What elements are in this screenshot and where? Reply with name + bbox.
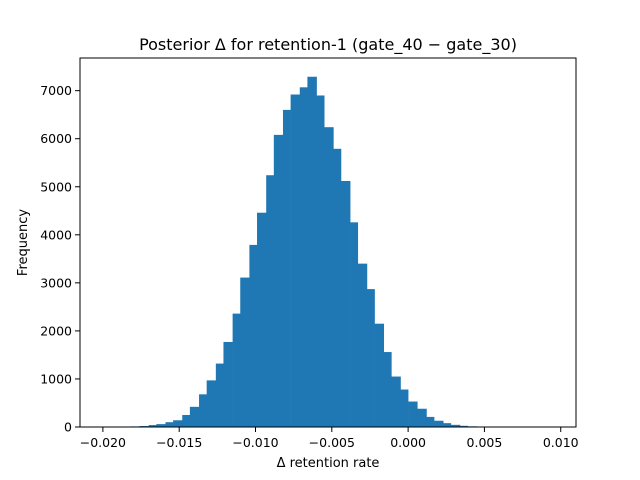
histogram-bar-20 [266,175,275,427]
histogram-bar-11 [189,406,200,427]
histogram-bar-12 [199,394,207,427]
y-tick-label: 6000 [40,131,72,146]
x-axis-label: Δ retention rate [277,456,380,471]
histogram-bar-9 [173,420,183,427]
histogram-bar-10 [182,414,191,427]
histogram-bar-43 [460,425,468,427]
histogram-bar-23 [290,94,301,428]
histogram-bar-15 [223,341,233,427]
x-tick-label: −0.015 [156,435,202,450]
histogram-bar-18 [249,244,258,427]
y-tick-label: 2000 [40,323,72,338]
x-tick-label: −0.020 [80,435,126,450]
histogram-bar-29 [340,181,351,427]
histogram-bar-33 [374,323,385,427]
histogram-bar-21 [273,134,284,428]
chart-title: Posterior Δ for retention-1 (gate_40 − g… [139,35,517,55]
histogram-bar-8 [165,422,174,427]
y-tick-label: 3000 [40,275,72,290]
axes-frame [79,57,577,428]
x-tick-label: −0.005 [309,435,355,450]
histogram-bar-25 [307,76,317,428]
y-tick-label: 0 [64,420,72,435]
histogram-bar-39 [426,416,435,427]
histogram-bar-13 [206,380,217,427]
x-tick-label: 0.010 [543,435,579,450]
histogram-bar-37 [408,401,418,427]
histogram-bar-27 [324,127,334,427]
histogram-bar-14 [215,363,224,427]
histogram-bar-32 [366,289,375,427]
histogram-bar-6 [148,425,157,427]
y-tick-label: 1000 [40,371,72,386]
histogram-bar-31 [357,263,368,427]
histogram-bar-26 [316,95,325,427]
histogram-bar-40 [434,420,444,427]
histogram-bars [96,76,511,428]
histogram-bar-16 [232,313,241,427]
histogram-bar-42 [450,424,461,427]
x-tick-label: −0.010 [232,435,278,450]
histogram-bar-7 [156,424,166,427]
histogram-bar-28 [333,148,342,427]
histogram-bar-19 [257,212,267,427]
histogram-bar-41 [443,423,452,427]
y-tick-label: 7000 [40,83,72,98]
histogram-bar-36 [400,389,409,427]
x-tick-label: 0.000 [390,435,426,450]
histogram-bar-24 [299,87,308,427]
histogram-bar-17 [240,277,250,427]
histogram-bar-34 [383,352,392,427]
y-axis-label: Frequency [16,209,31,276]
x-axis-ticks: −0.020 −0.015 −0.010 −0.005 0.000 0.005 0.010 [80,427,579,450]
histogram-bar-30 [350,222,359,427]
x-tick-label: 0.005 [467,435,503,450]
y-axis-ticks: 0 1000 2000 3000 4000 5000 6000 7000 [40,83,80,435]
histogram-bar-38 [417,408,427,427]
y-tick-label: 5000 [40,179,72,194]
histogram-bar-22 [282,109,291,427]
y-tick-label: 4000 [40,227,72,242]
histogram-bar-35 [391,376,401,427]
